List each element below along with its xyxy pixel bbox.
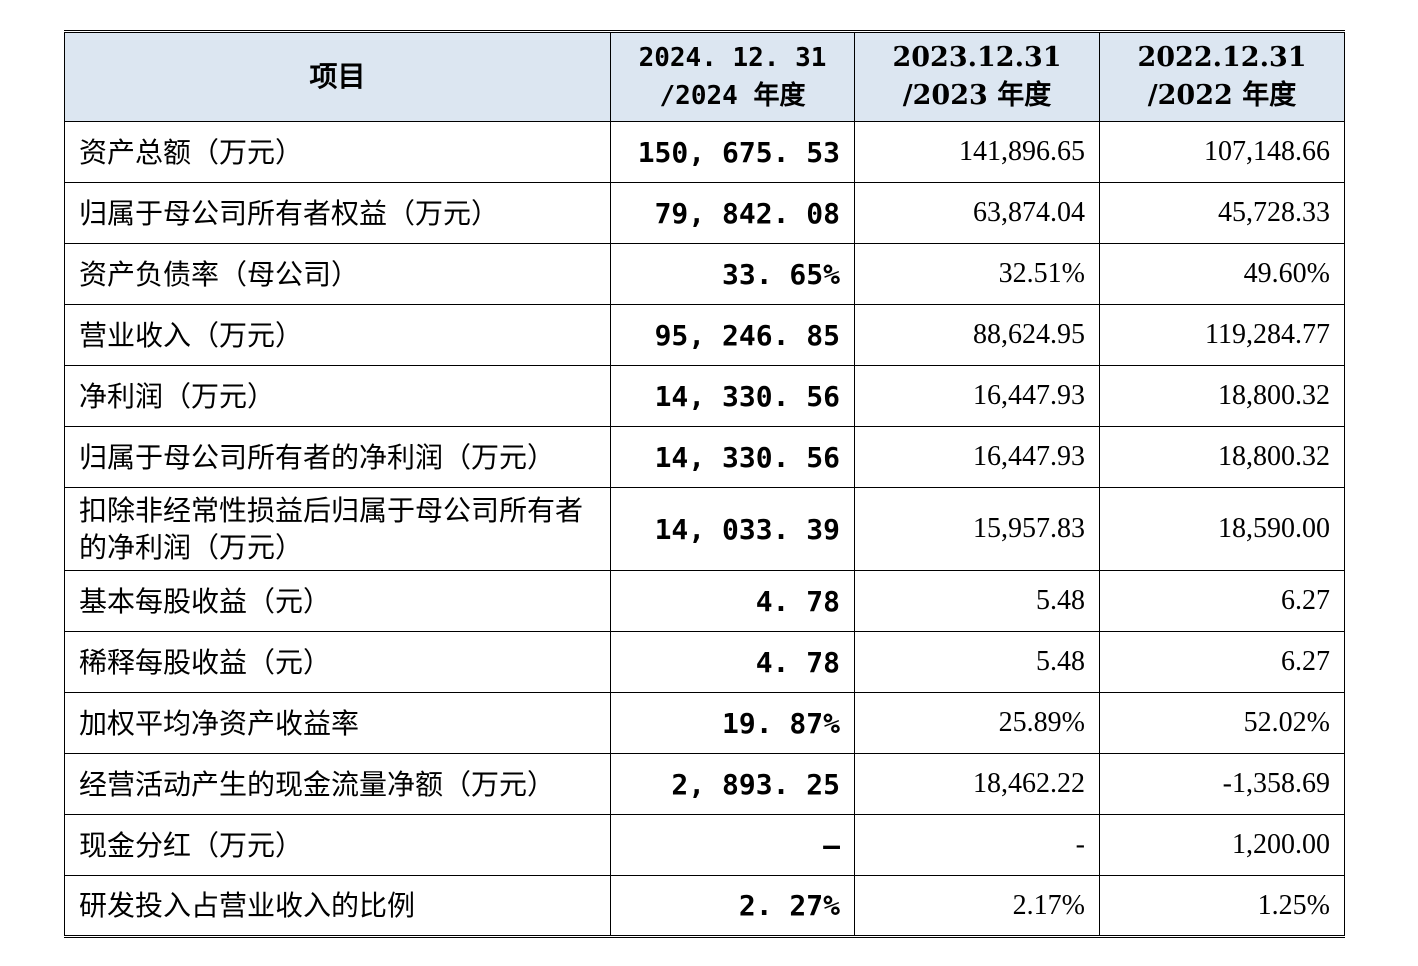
cell-2022: 1,200.00 <box>1099 814 1345 876</box>
header-2022-year: /2022 年度 <box>1147 80 1297 111</box>
table-header-row: 项目 2024. 12. 31 /2024 年度 2023.12.31 /202… <box>64 30 1345 122</box>
table-row: 归属于母公司所有者权益（万元） 79, 842. 08 63,874.04 45… <box>64 182 1345 244</box>
table-row: 现金分红（万元） – - 1,200.00 <box>64 814 1345 876</box>
cell-2022: 18,590.00 <box>1099 487 1345 571</box>
cell-2024: 4. 78 <box>610 570 855 632</box>
header-2022: 2022.12.31 /2022 年度 <box>1099 30 1345 122</box>
row-label: 研发投入占营业收入的比例 <box>64 875 611 938</box>
row-label: 归属于母公司所有者权益（万元） <box>64 182 611 244</box>
row-label: 稀释每股收益（元） <box>64 631 611 693</box>
cell-2023: 15,957.83 <box>854 487 1100 571</box>
cell-2023: 141,896.65 <box>854 121 1100 183</box>
cell-2023: 5.48 <box>854 631 1100 693</box>
cell-2022: 6.27 <box>1099 570 1345 632</box>
cell-2023: 16,447.93 <box>854 426 1100 488</box>
header-2023: 2023.12.31 /2023 年度 <box>854 30 1100 122</box>
table-row: 加权平均净资产收益率 19. 87% 25.89% 52.02% <box>64 692 1345 754</box>
table-row: 净利润（万元） 14, 330. 56 16,447.93 18,800.32 <box>64 365 1345 427</box>
cell-2023: 63,874.04 <box>854 182 1100 244</box>
cell-2024: 4. 78 <box>610 631 855 693</box>
cell-2022: -1,358.69 <box>1099 753 1345 815</box>
row-label: 归属于母公司所有者的净利润（万元） <box>64 426 611 488</box>
cell-2022: 6.27 <box>1099 631 1345 693</box>
header-2023-year: /2023 年度 <box>902 80 1052 111</box>
cell-2024: 33. 65% <box>610 243 855 305</box>
row-label: 资产负债率（母公司） <box>64 243 611 305</box>
cell-2023: 25.89% <box>854 692 1100 754</box>
row-label: 净利润（万元） <box>64 365 611 427</box>
cell-2022: 119,284.77 <box>1099 304 1345 366</box>
cell-2023: 5.48 <box>854 570 1100 632</box>
cell-2024: – <box>610 814 855 876</box>
cell-2022: 1.25% <box>1099 875 1345 938</box>
table-row: 经营活动产生的现金流量净额（万元） 2, 893. 25 18,462.22 -… <box>64 753 1345 815</box>
header-2024-date: 2024. 12. 31 <box>638 43 827 73</box>
cell-2022: 18,800.32 <box>1099 426 1345 488</box>
cell-2023: - <box>854 814 1100 876</box>
row-label: 基本每股收益（元） <box>64 570 611 632</box>
cell-2023: 18,462.22 <box>854 753 1100 815</box>
row-label: 资产总额（万元） <box>64 121 611 183</box>
row-label: 扣除非经常性损益后归属于母公司所有者的净利润（万元） <box>64 487 611 571</box>
cell-2022: 52.02% <box>1099 692 1345 754</box>
table-row: 基本每股收益（元） 4. 78 5.48 6.27 <box>64 570 1345 632</box>
table-row: 扣除非经常性损益后归属于母公司所有者的净利润（万元） 14, 033. 39 1… <box>64 487 1345 571</box>
cell-2024: 14, 330. 56 <box>610 365 855 427</box>
table-row: 资产总额（万元） 150, 675. 53 141,896.65 107,148… <box>64 121 1345 183</box>
financial-summary-table: 项目 2024. 12. 31 /2024 年度 2023.12.31 /202… <box>64 30 1345 938</box>
header-item: 项目 <box>64 30 611 122</box>
cell-2023: 2.17% <box>854 875 1100 938</box>
cell-2024: 95, 246. 85 <box>610 304 855 366</box>
cell-2022: 45,728.33 <box>1099 182 1345 244</box>
cell-2022: 49.60% <box>1099 243 1345 305</box>
table-row: 资产负债率（母公司） 33. 65% 32.51% 49.60% <box>64 243 1345 305</box>
header-2023-date: 2023.12.31 <box>892 42 1062 73</box>
cell-2023: 16,447.93 <box>854 365 1100 427</box>
table-row: 归属于母公司所有者的净利润（万元） 14, 330. 56 16,447.93 … <box>64 426 1345 488</box>
cell-2023: 88,624.95 <box>854 304 1100 366</box>
row-label: 加权平均净资产收益率 <box>64 692 611 754</box>
table-row: 研发投入占营业收入的比例 2. 27% 2.17% 1.25% <box>64 875 1345 938</box>
header-2024-year: /2024 年度 <box>659 81 806 111</box>
cell-2024: 19. 87% <box>610 692 855 754</box>
cell-2024: 2, 893. 25 <box>610 753 855 815</box>
header-2022-date: 2022.12.31 <box>1137 42 1307 73</box>
cell-2024: 150, 675. 53 <box>610 121 855 183</box>
header-2024: 2024. 12. 31 /2024 年度 <box>610 30 855 122</box>
cell-2023: 32.51% <box>854 243 1100 305</box>
cell-2022: 18,800.32 <box>1099 365 1345 427</box>
cell-2024: 2. 27% <box>610 875 855 938</box>
cell-2022: 107,148.66 <box>1099 121 1345 183</box>
cell-2024: 14, 330. 56 <box>610 426 855 488</box>
table-row: 营业收入（万元） 95, 246. 85 88,624.95 119,284.7… <box>64 304 1345 366</box>
row-label: 现金分红（万元） <box>64 814 611 876</box>
table-row: 稀释每股收益（元） 4. 78 5.48 6.27 <box>64 631 1345 693</box>
row-label: 经营活动产生的现金流量净额（万元） <box>64 753 611 815</box>
row-label: 营业收入（万元） <box>64 304 611 366</box>
cell-2024: 79, 842. 08 <box>610 182 855 244</box>
financial-summary-table-wrapper: 项目 2024. 12. 31 /2024 年度 2023.12.31 /202… <box>64 30 1345 938</box>
cell-2024: 14, 033. 39 <box>610 487 855 571</box>
